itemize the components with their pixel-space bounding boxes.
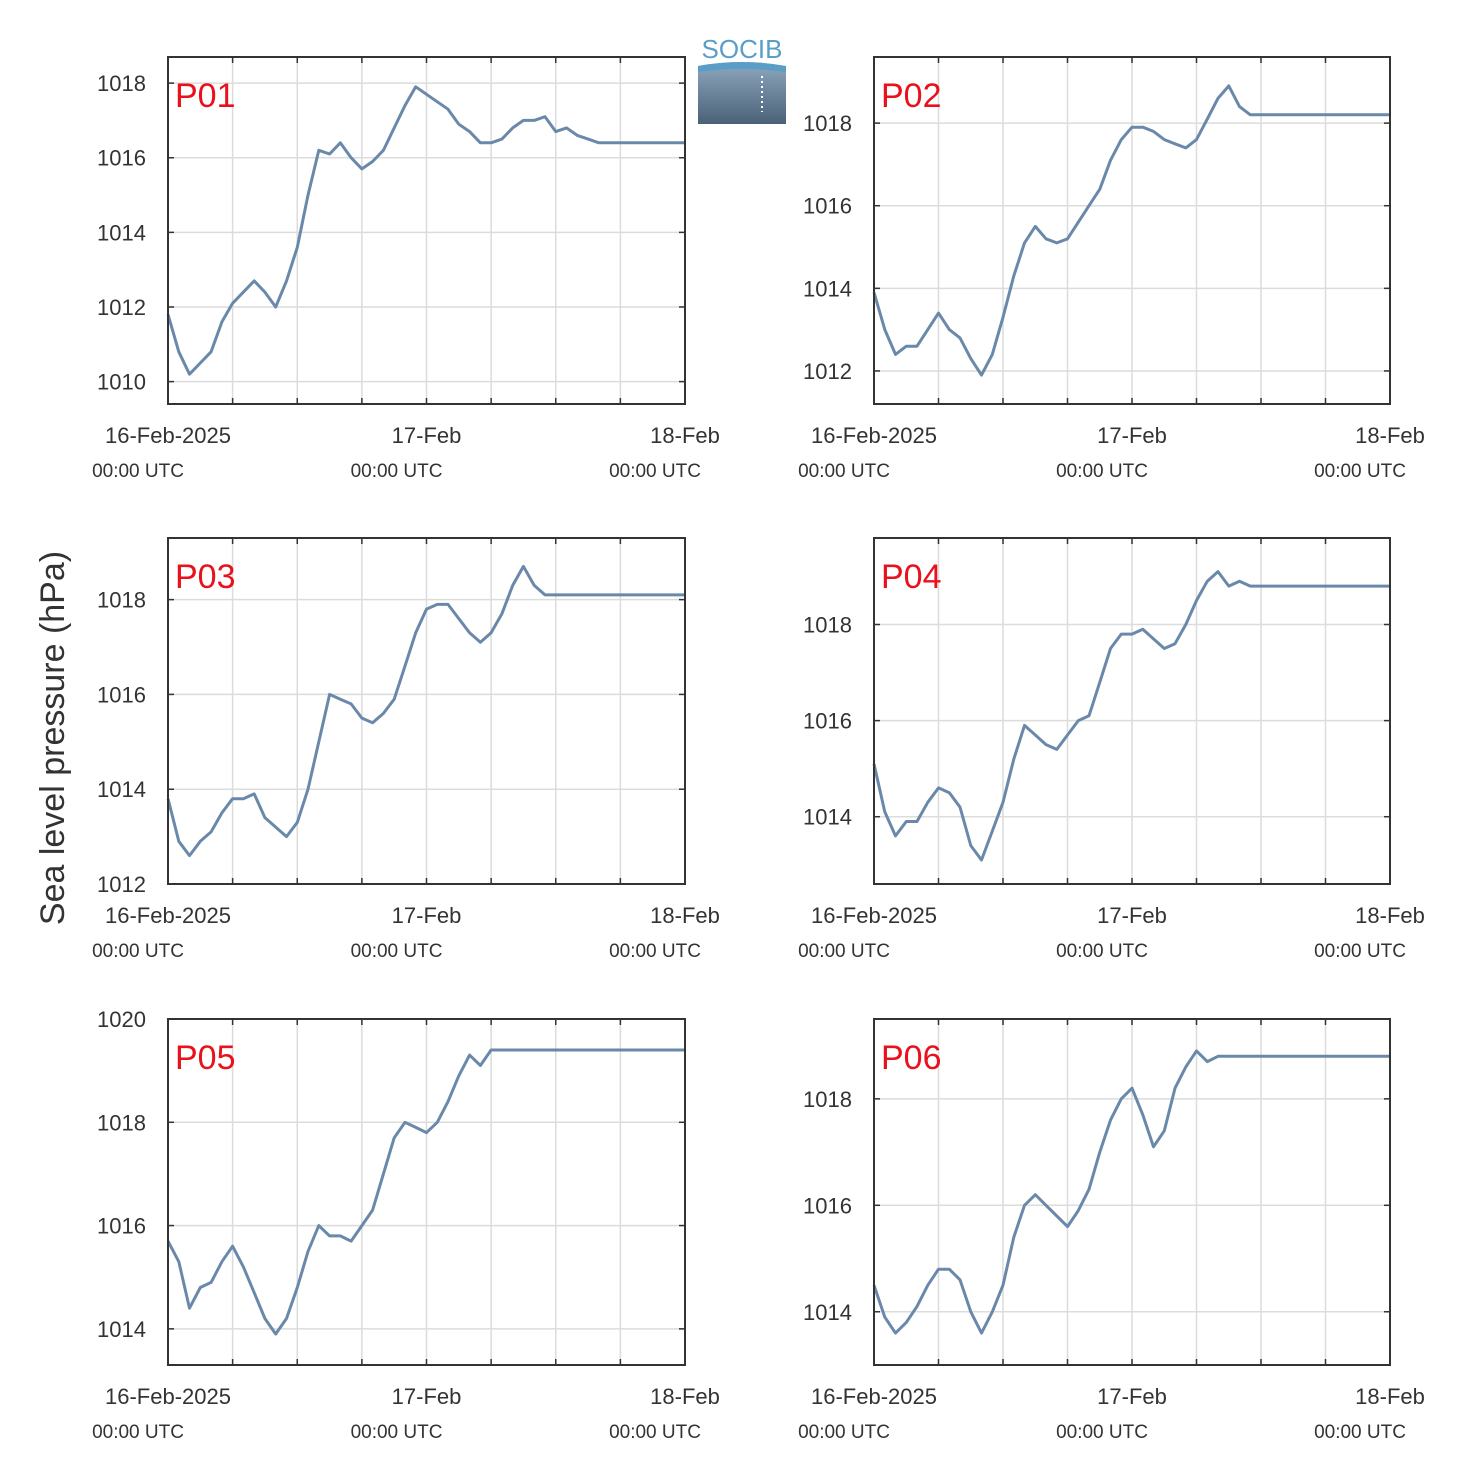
x-tick-time-label: 00:00 UTC <box>798 461 890 482</box>
y-tick-label: 1016 <box>97 682 146 707</box>
x-tick-date-label: 16-Feb-2025 <box>811 1384 937 1409</box>
y-tick-label: 1018 <box>97 71 146 96</box>
x-tick-time-label: 00:00 UTC <box>351 1422 443 1443</box>
x-tick-date-label: 18-Feb <box>1355 423 1425 448</box>
x-tick-date-label: 18-Feb <box>650 423 720 448</box>
y-tick-label: 1012 <box>803 359 852 384</box>
y-tick-label: 1020 <box>97 1007 146 1032</box>
x-tick-date-label: 17-Feb <box>392 423 462 448</box>
x-tick-date-label: 17-Feb <box>392 903 462 928</box>
panel-label: P05 <box>175 1039 236 1077</box>
x-tick-date-label: 18-Feb <box>1355 903 1425 928</box>
panel-p02: 1012 1014 1016 1018 P02 16-Feb-2025 00:00 UTC 1… <box>798 56 1425 482</box>
x-tick-time-label: 00:00 UTC <box>798 941 890 962</box>
logo-wave-icon <box>698 62 786 124</box>
x-tick-date-label: 18-Feb <box>650 1384 720 1409</box>
y-axis-label: Sea level pressure (hPa) <box>34 551 72 925</box>
panel-label: P03 <box>175 558 236 596</box>
panel-p03: 1012 1014 1016 1018 P03 16-Feb-2025 00:00 UTC 1… <box>92 537 720 962</box>
pressure-series-line <box>166 1048 685 1336</box>
x-tick-time-label: 00:00 UTC <box>609 1422 701 1443</box>
pressure-series-line <box>872 570 1390 862</box>
logo-text: SOCIB <box>702 34 783 64</box>
panel-label: P01 <box>175 77 236 115</box>
x-tick-date-label: 16-Feb-2025 <box>105 903 231 928</box>
panel-p05: 1014 1016 1018 1020 P05 16-Feb-2025 00:00 UTC 1… <box>92 1007 720 1443</box>
x-tick-date-label: 16-Feb-2025 <box>105 423 231 448</box>
x-tick-date-label: 16-Feb-2025 <box>811 423 937 448</box>
x-tick-time-label: 00:00 UTC <box>609 461 701 482</box>
axes-frame <box>167 56 686 405</box>
x-tick-date-label: 17-Feb <box>1097 423 1167 448</box>
pressure-series-line <box>872 84 1390 377</box>
y-tick-label: 1018 <box>803 111 852 136</box>
axes-frame <box>873 537 1391 885</box>
socib-logo: SOCIB <box>698 34 786 124</box>
y-tick-label: 1014 <box>803 1300 852 1325</box>
x-tick-date-label: 18-Feb <box>1355 1384 1425 1409</box>
y-tick-label: 1014 <box>97 1317 146 1342</box>
y-tick-label: 1018 <box>803 613 852 638</box>
axes-frame <box>167 537 686 885</box>
pressure-series-line <box>166 85 685 376</box>
x-tick-time-label: 00:00 UTC <box>351 461 443 482</box>
x-tick-time-label: 00:00 UTC <box>92 1422 184 1443</box>
x-tick-date-label: 17-Feb <box>1097 903 1167 928</box>
y-tick-label: 1014 <box>97 220 146 245</box>
y-tick-label: 1012 <box>97 295 146 320</box>
y-tick-label: 1010 <box>97 370 146 395</box>
x-tick-date-label: 17-Feb <box>1097 1384 1167 1409</box>
panel-label: P06 <box>881 1039 942 1077</box>
y-tick-label: 1014 <box>97 777 146 802</box>
axes-frame <box>873 56 1391 405</box>
x-tick-time-label: 00:00 UTC <box>92 461 184 482</box>
x-tick-time-label: 00:00 UTC <box>1056 941 1148 962</box>
x-tick-date-label: 18-Feb <box>650 903 720 928</box>
x-tick-time-label: 00:00 UTC <box>1314 941 1406 962</box>
y-tick-label: 1016 <box>803 709 852 734</box>
x-tick-date-label: 17-Feb <box>392 1384 462 1409</box>
x-tick-time-label: 00:00 UTC <box>351 941 443 962</box>
panel-p01: 1010 1012 1014 1016 1018 P01 16-Feb-2025 00:00 … <box>92 56 720 482</box>
y-tick-label: 1014 <box>803 276 852 301</box>
pressure-series-line <box>872 1049 1390 1335</box>
y-tick-label: 1018 <box>97 588 146 613</box>
y-tick-label: 1016 <box>803 194 852 219</box>
x-tick-time-label: 00:00 UTC <box>1314 1422 1406 1443</box>
axes-frame <box>167 1018 686 1366</box>
y-tick-label: 1018 <box>803 1087 852 1112</box>
y-tick-label: 1012 <box>97 872 146 897</box>
panel-label: P02 <box>881 77 942 115</box>
x-tick-time-label: 00:00 UTC <box>1056 461 1148 482</box>
y-tick-label: 1016 <box>803 1193 852 1218</box>
x-tick-time-label: 00:00 UTC <box>798 1422 890 1443</box>
y-tick-label: 1016 <box>97 146 146 171</box>
x-tick-time-label: 00:00 UTC <box>1314 461 1406 482</box>
x-tick-date-label: 16-Feb-2025 <box>105 1384 231 1409</box>
panel-p06: 1014 1016 1018 P06 16-Feb-2025 00:00 UTC 17-Fe… <box>798 1018 1425 1443</box>
pressure-series-line <box>166 564 685 858</box>
x-tick-time-label: 00:00 UTC <box>1056 1422 1148 1443</box>
panel-label: P04 <box>881 558 942 596</box>
x-tick-time-label: 00:00 UTC <box>609 941 701 962</box>
y-tick-label: 1018 <box>97 1110 146 1135</box>
y-tick-label: 1016 <box>97 1214 146 1239</box>
x-tick-time-label: 00:00 UTC <box>92 941 184 962</box>
x-tick-date-label: 16-Feb-2025 <box>811 903 937 928</box>
y-tick-label: 1014 <box>803 805 852 830</box>
panel-p04: 1014 1016 1018 P04 16-Feb-2025 00:00 UTC 17-Fe… <box>798 537 1425 962</box>
axes-frame <box>873 1018 1391 1366</box>
